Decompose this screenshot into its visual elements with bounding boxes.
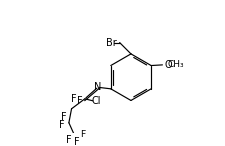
Text: Cl: Cl	[91, 97, 100, 106]
Text: O: O	[163, 60, 171, 70]
Text: F: F	[66, 135, 72, 145]
Text: F: F	[80, 130, 85, 139]
Text: CH₃: CH₃	[167, 60, 183, 69]
Text: N: N	[94, 82, 101, 93]
Text: Br: Br	[105, 38, 116, 48]
Text: F: F	[59, 120, 65, 130]
Text: F: F	[76, 97, 82, 106]
Text: F: F	[61, 112, 66, 122]
Text: F: F	[74, 137, 80, 146]
Text: F: F	[70, 94, 76, 104]
